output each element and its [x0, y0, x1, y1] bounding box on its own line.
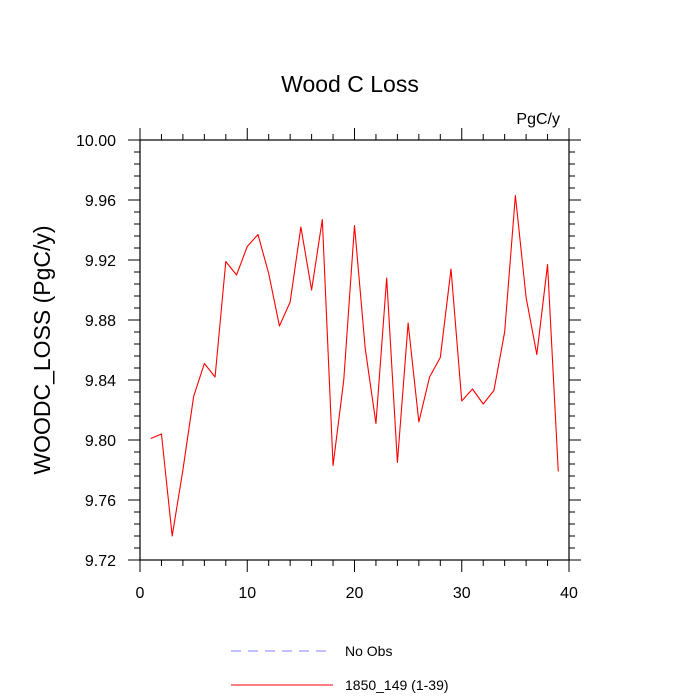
axis-ticks: [128, 128, 581, 572]
y-tick-label: 9.92: [85, 253, 116, 270]
x-tick-label: 20: [346, 585, 364, 602]
y-tick-label: 9.84: [85, 373, 116, 390]
legend: No Obs 1850_149 (1-39): [231, 643, 449, 693]
x-tick-label: 30: [453, 585, 471, 602]
chart-title: Wood C Loss: [281, 71, 419, 97]
y-tick-label: 10.00: [76, 133, 116, 150]
plot-frame: [139, 139, 570, 561]
y-tick-label: 9.88: [85, 313, 116, 330]
legend-label: No Obs: [345, 643, 392, 659]
y-tick-label: 9.76: [85, 493, 116, 510]
x-tick-labels: 0 10 20 30 40: [136, 585, 578, 602]
series-layer: [150, 194, 559, 537]
x-tick-label: 0: [136, 585, 145, 602]
y-tick-label: 9.72: [85, 553, 116, 570]
x-tick-label: 40: [560, 585, 578, 602]
y-tick-label: 9.80: [85, 433, 116, 450]
y-tick-labels: 9.72 9.76 9.80 9.84 9.88 9.92 9.96 10.00: [76, 133, 116, 570]
legend-label: 1850_149 (1-39): [345, 677, 449, 693]
y-axis-label: WOODC_LOSS (PgC/y): [29, 225, 55, 474]
x-tick-label: 10: [238, 585, 256, 602]
series-line: [150, 194, 559, 537]
units-label: PgC/y: [516, 111, 560, 128]
y-tick-label: 9.96: [85, 193, 116, 210]
